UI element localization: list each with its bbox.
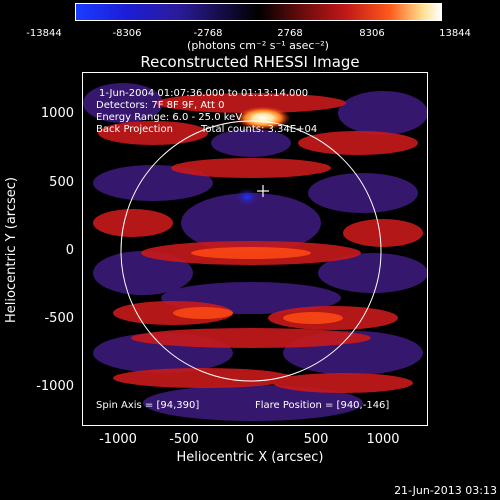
method-label: Back Projection <box>96 124 173 135</box>
colorbar-tick: -8306 <box>112 28 142 39</box>
x-axis-label: Heliocentric X (arcsec) <box>176 450 324 465</box>
y-tick: -1000 <box>36 379 74 394</box>
x-tick: -500 <box>169 432 199 447</box>
x-tick: 1000 <box>366 432 400 447</box>
plot-title: Reconstructed RHESSI Image <box>140 53 360 71</box>
y-tick: 500 <box>49 175 74 190</box>
x-tick: 500 <box>303 432 329 447</box>
detectors-label: Detectors: 7F 8F 9F, Att 0 <box>96 100 225 111</box>
colorbar-tick: -13844 <box>26 28 62 39</box>
flare-position-label: Flare Position = [940,-146] <box>255 400 390 411</box>
total-counts-label: Total counts: 3.34E+04 <box>201 124 318 135</box>
y-axis-label: Heliocentric Y (arcsec) <box>4 177 19 323</box>
positive-lobes <box>93 93 423 393</box>
x-tick: 0 <box>245 432 255 447</box>
footer-timestamp: 21-Jun-2013 03:13 <box>394 484 497 497</box>
colorbar-tick: 8306 <box>359 28 385 39</box>
spin-axis-cross <box>257 185 269 197</box>
solar-limb-circle <box>120 120 382 382</box>
rhessi-image-plot: 1-Jun-2004 01:07:36.000 to 01:13:14.000 … <box>82 72 428 426</box>
spin-axis-label: Spin Axis = [94,390] <box>96 400 200 411</box>
y-tick: -500 <box>44 311 74 326</box>
energy-range-label: Energy Range: 6.0 - 25.0 keV <box>96 112 243 123</box>
negative-lobes <box>83 83 427 421</box>
time-range-label: 1-Jun-2004 01:07:36.000 to 01:13:14.000 <box>99 88 309 99</box>
y-tick: 1000 <box>40 106 74 121</box>
y-tick: 0 <box>65 243 74 258</box>
bright-ripples <box>173 247 343 324</box>
colorbar-unit-label: (photons cm⁻² s⁻¹ asec⁻²) <box>187 39 329 52</box>
colorbar-tick: 13844 <box>439 28 471 39</box>
negative-spot <box>235 188 259 206</box>
x-tick: -1000 <box>99 432 137 447</box>
colorbar-tick: -2768 <box>193 28 223 39</box>
colorbar <box>75 3 442 21</box>
colorbar-tick: 2768 <box>277 28 303 39</box>
image-svg <box>83 73 427 425</box>
